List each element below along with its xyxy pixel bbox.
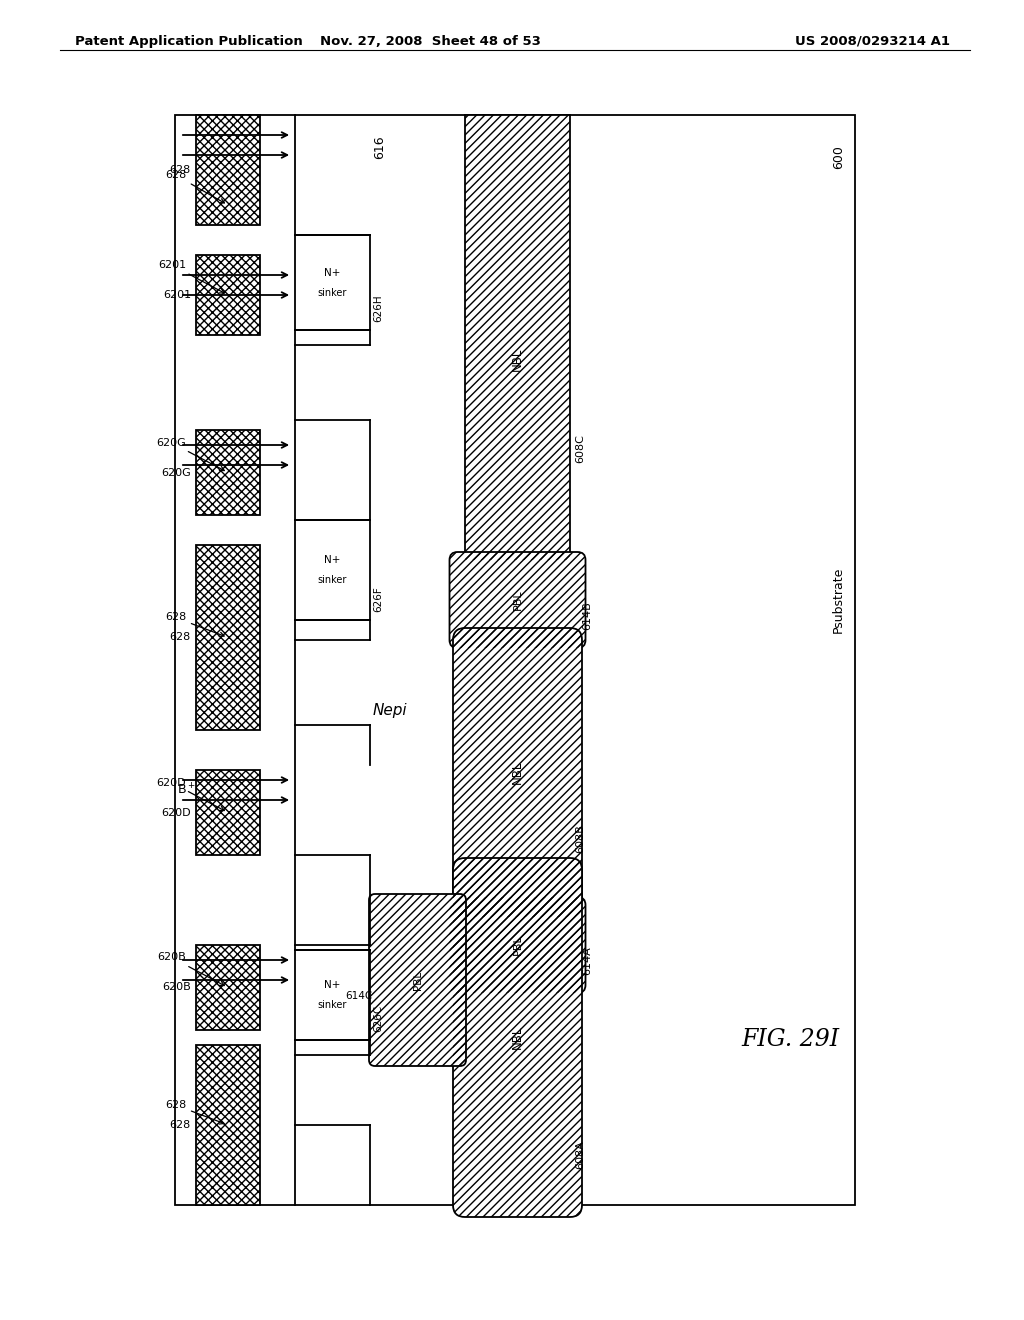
Text: 620B: 620B <box>162 982 191 993</box>
Text: Psubstrate: Psubstrate <box>831 566 845 634</box>
FancyBboxPatch shape <box>450 898 586 993</box>
Text: 628: 628 <box>165 1100 224 1125</box>
Text: PBL: PBL <box>413 970 423 990</box>
Text: PBL: PBL <box>512 590 522 610</box>
Bar <box>196 255 260 335</box>
Text: 600: 600 <box>831 145 845 169</box>
Bar <box>196 945 260 1030</box>
Bar <box>196 430 260 515</box>
Bar <box>465 115 570 560</box>
Text: 608A: 608A <box>575 1140 585 1170</box>
Text: N+: N+ <box>325 979 341 990</box>
Bar <box>196 545 260 730</box>
Bar <box>196 1045 260 1205</box>
Bar <box>196 770 260 855</box>
Text: Nepi: Nepi <box>373 702 408 718</box>
FancyBboxPatch shape <box>453 858 582 1217</box>
Text: PBL: PBL <box>512 935 522 956</box>
Text: NBL: NBL <box>511 348 524 371</box>
Text: NBL: NBL <box>511 760 524 784</box>
Text: 620B: 620B <box>158 953 224 986</box>
Text: Nov. 27, 2008  Sheet 48 of 53: Nov. 27, 2008 Sheet 48 of 53 <box>319 36 541 48</box>
Bar <box>196 1045 260 1205</box>
Text: sinker: sinker <box>317 576 347 585</box>
Text: 620G: 620G <box>161 467 191 478</box>
Bar <box>175 115 855 1205</box>
Text: 6201: 6201 <box>158 260 224 293</box>
Text: 628: 628 <box>165 170 224 203</box>
Text: 620G: 620G <box>157 437 224 470</box>
Text: US 2008/0293214 A1: US 2008/0293214 A1 <box>795 36 950 48</box>
Bar <box>196 770 260 855</box>
Text: 608B: 608B <box>575 825 585 853</box>
Bar <box>196 945 260 1030</box>
Text: 614C: 614C <box>346 991 373 1001</box>
Text: 616: 616 <box>374 135 386 158</box>
Text: sinker: sinker <box>317 1001 347 1010</box>
Text: 628: 628 <box>170 632 191 643</box>
Bar <box>196 255 260 335</box>
Text: B$^+$: B$^+$ <box>177 783 196 797</box>
Text: 626F: 626F <box>373 586 383 612</box>
Text: 608C: 608C <box>575 434 585 463</box>
Text: Patent Application Publication: Patent Application Publication <box>75 36 303 48</box>
FancyBboxPatch shape <box>369 894 466 1067</box>
Text: sinker: sinker <box>317 288 347 297</box>
Text: 626C: 626C <box>373 1005 383 1032</box>
Bar <box>196 115 260 224</box>
Text: 628: 628 <box>170 165 191 176</box>
Text: NBL: NBL <box>511 1026 524 1049</box>
Text: 614B: 614B <box>583 601 593 630</box>
Text: 620D: 620D <box>162 808 191 817</box>
Text: 620D: 620D <box>157 777 224 810</box>
Text: 628: 628 <box>165 612 224 636</box>
Text: N+: N+ <box>325 268 341 277</box>
Text: 614A: 614A <box>583 946 593 975</box>
Text: 6201: 6201 <box>163 290 191 300</box>
Text: FIG. 29I: FIG. 29I <box>741 1028 839 1052</box>
FancyBboxPatch shape <box>450 552 586 648</box>
Text: 628: 628 <box>170 1119 191 1130</box>
Bar <box>196 115 260 224</box>
Bar <box>196 545 260 730</box>
Text: N+: N+ <box>325 554 341 565</box>
Bar <box>196 430 260 515</box>
Bar <box>465 115 570 560</box>
Text: 626H: 626H <box>373 294 383 322</box>
FancyBboxPatch shape <box>453 628 582 917</box>
